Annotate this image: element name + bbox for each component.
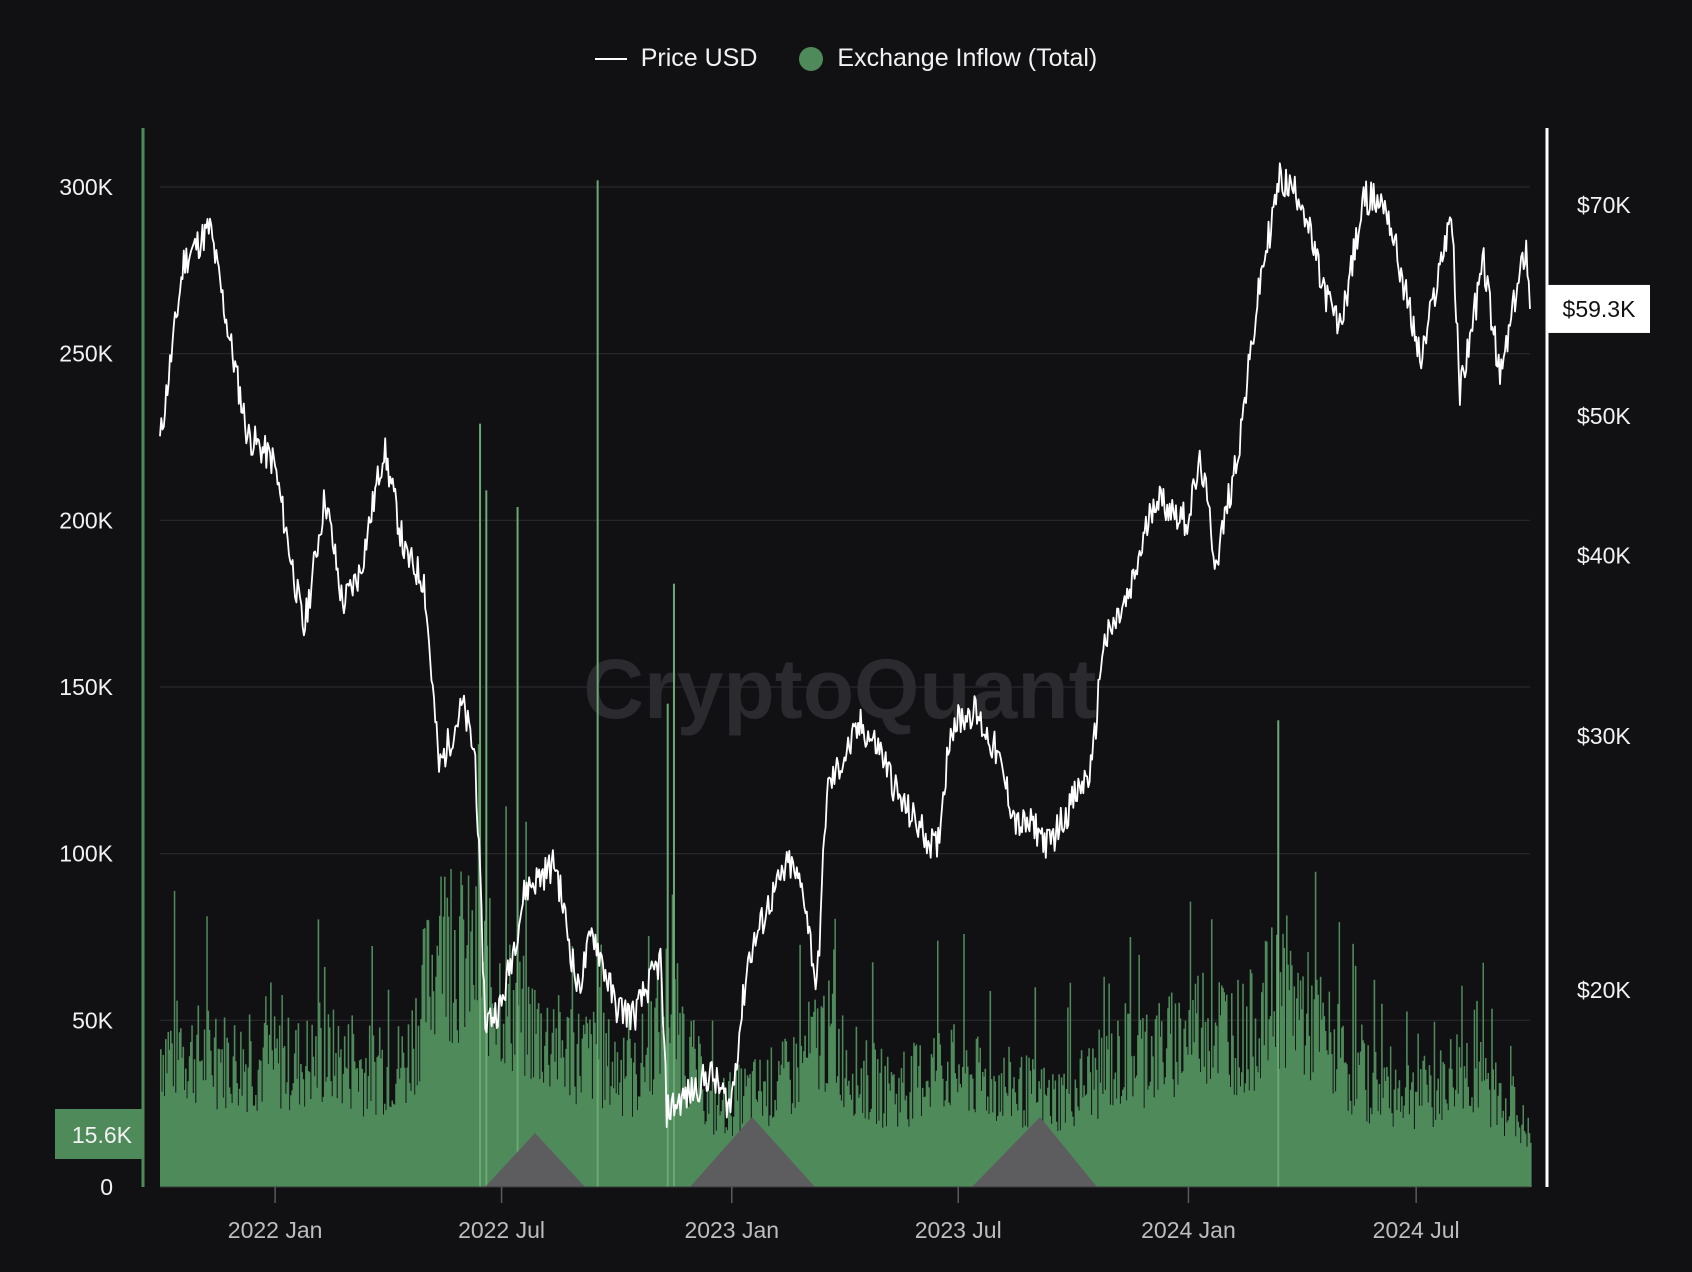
x-axis: 2022 Jan 2022 Jul 2023 Jan 2023 Jul 2024 Jan… <box>160 1186 1530 1243</box>
x-tick-label: 2023 Jul <box>915 1217 1002 1243</box>
inflow-spike-bar <box>485 490 488 1187</box>
left-tick-label: 200K <box>59 507 113 533</box>
right-tick-label: $70K <box>1577 192 1631 218</box>
inflow-spike-bar <box>1277 720 1280 1187</box>
legend-inflow-label: Exchange Inflow (Total) <box>837 44 1098 72</box>
inflow-spike-bar <box>516 507 519 1187</box>
right-axis: $20K $30K $40K $50K $70K <box>1545 128 1631 1187</box>
inflow-spike-bar <box>666 703 669 1187</box>
left-tick-label: 250K <box>59 341 113 367</box>
left-tick-label: 300K <box>59 174 113 200</box>
x-tick-label: 2024 Jan <box>1141 1217 1236 1243</box>
current-value-labels: 15.6K $59.3K <box>55 284 1650 1159</box>
legend-line-swatch <box>594 57 627 60</box>
legend-item-price[interactable]: Price USD <box>594 44 758 73</box>
current-price-badge <box>1548 284 1650 333</box>
price-line <box>159 162 1531 1128</box>
right-tick-label: $30K <box>1577 723 1631 749</box>
inflow-spike-bar <box>672 583 675 1187</box>
inflow-spike-bar <box>596 180 599 1188</box>
x-tick-label: 2022 Jul <box>458 1217 545 1243</box>
triangle-marker <box>972 1117 1097 1187</box>
left-tick-label: 50K <box>72 1007 114 1033</box>
right-tick-label: $20K <box>1577 977 1631 1003</box>
decorative-triangles <box>485 1117 1097 1187</box>
legend-dot-swatch <box>799 46 824 71</box>
triangle-marker <box>485 1133 585 1187</box>
inflow-bar-mass <box>160 744 1532 1187</box>
grid-lines <box>160 186 1530 1021</box>
left-tick-label: 100K <box>59 841 113 867</box>
current-inflow-badge <box>55 1109 143 1159</box>
x-tick-label: 2022 Jan <box>228 1217 323 1243</box>
right-tick-label: $40K <box>1577 543 1631 569</box>
x-tick-label: 2024 Jul <box>1373 1217 1460 1243</box>
current-price-label: $59.3K <box>1563 296 1637 322</box>
legend: Price USD Exchange Inflow (Total) <box>0 44 1692 73</box>
watermark: CryptoQuant <box>583 642 1096 736</box>
current-inflow-label: 15.6K <box>72 1122 133 1148</box>
inflow-spike-bar <box>479 423 482 1188</box>
left-tick-label: 150K <box>59 674 113 700</box>
legend-price-label: Price USD <box>640 44 758 72</box>
left-tick-label: 0 <box>100 1174 113 1200</box>
x-tick-label: 2023 Jan <box>684 1217 779 1243</box>
legend-item-inflow[interactable]: Exchange Inflow (Total) <box>799 44 1097 73</box>
left-axis: 0 50K 100K 150K 200K 250K 300K <box>59 128 145 1200</box>
inflow-bars <box>160 180 1532 1188</box>
triangle-marker <box>690 1117 815 1187</box>
right-tick-label: $50K <box>1577 403 1631 429</box>
